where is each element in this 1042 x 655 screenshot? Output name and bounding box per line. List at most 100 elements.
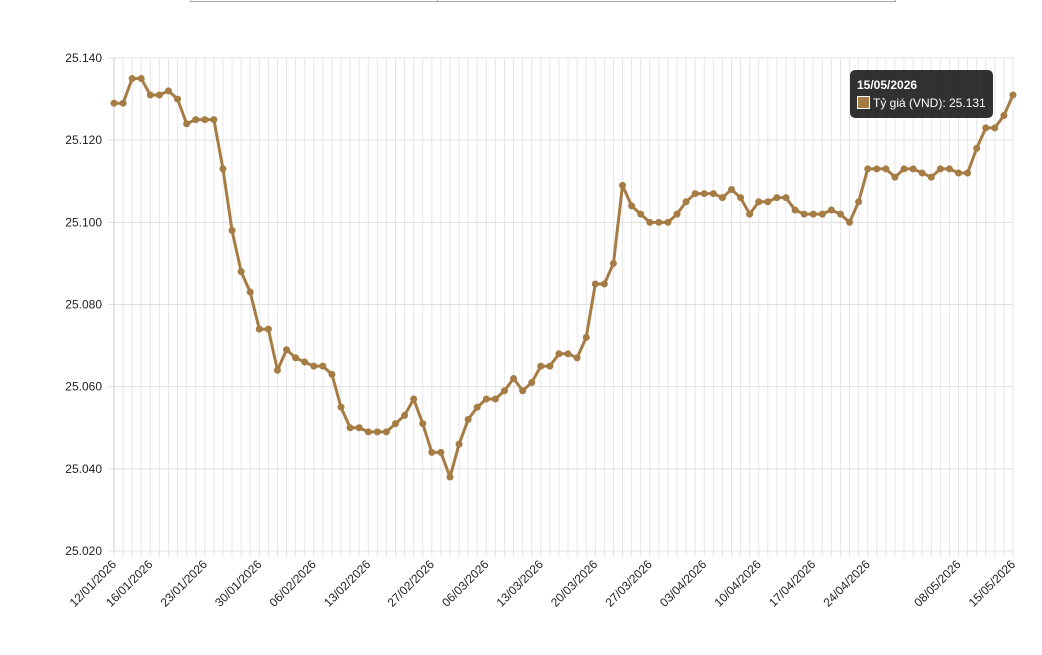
y-tick-label: 25.020 bbox=[65, 544, 102, 558]
point bbox=[564, 350, 572, 358]
point bbox=[873, 165, 881, 173]
point bbox=[283, 346, 291, 354]
point bbox=[800, 210, 808, 218]
x-tick-label: 27/02/2026 bbox=[385, 557, 438, 610]
point bbox=[573, 354, 581, 362]
point bbox=[301, 358, 309, 366]
point bbox=[546, 362, 554, 370]
x-tick-label: 13/03/2026 bbox=[494, 557, 547, 610]
tooltip-swatch bbox=[857, 96, 870, 109]
point bbox=[228, 227, 236, 235]
point bbox=[709, 190, 717, 198]
point bbox=[410, 395, 418, 403]
x-tick-label: 30/01/2026 bbox=[212, 557, 265, 610]
y-tick-label: 25.140 bbox=[65, 51, 102, 65]
point bbox=[664, 218, 672, 226]
point bbox=[392, 420, 400, 428]
point bbox=[973, 144, 981, 152]
top-controls bbox=[190, 0, 896, 2]
point bbox=[746, 210, 754, 218]
point bbox=[464, 416, 472, 424]
x-tick-label: 20/03/2026 bbox=[548, 557, 601, 610]
point bbox=[273, 366, 281, 374]
point bbox=[210, 116, 218, 124]
point bbox=[882, 165, 890, 173]
x-tick-label: 10/04/2026 bbox=[711, 557, 764, 610]
point bbox=[419, 420, 427, 428]
point bbox=[782, 194, 790, 202]
point bbox=[846, 218, 854, 226]
point bbox=[510, 374, 518, 382]
x-tick-label: 13/02/2026 bbox=[321, 557, 374, 610]
point bbox=[128, 75, 136, 83]
point bbox=[155, 91, 163, 99]
point bbox=[192, 116, 200, 124]
point bbox=[673, 210, 681, 218]
point bbox=[1000, 112, 1008, 120]
point bbox=[900, 165, 908, 173]
point bbox=[237, 268, 245, 276]
point bbox=[700, 190, 708, 198]
point bbox=[818, 210, 826, 218]
point bbox=[446, 473, 454, 481]
point bbox=[401, 411, 409, 419]
point bbox=[918, 169, 926, 177]
point bbox=[600, 280, 608, 288]
point bbox=[174, 95, 182, 103]
point bbox=[146, 91, 154, 99]
point bbox=[264, 325, 272, 333]
y-tick-label: 25.080 bbox=[65, 298, 102, 312]
point bbox=[855, 198, 863, 206]
point bbox=[137, 75, 145, 83]
point bbox=[455, 440, 463, 448]
point bbox=[219, 165, 227, 173]
point bbox=[864, 165, 872, 173]
tooltip-title: 15/05/2026 bbox=[857, 78, 918, 92]
point bbox=[637, 210, 645, 218]
point bbox=[482, 395, 490, 403]
point bbox=[246, 288, 254, 296]
x-tick-label: 06/02/2026 bbox=[267, 557, 320, 610]
point bbox=[528, 379, 536, 387]
point bbox=[328, 370, 336, 378]
point bbox=[936, 165, 944, 173]
point bbox=[346, 424, 354, 432]
x-tick-label: 08/05/2026 bbox=[911, 557, 964, 610]
point bbox=[737, 194, 745, 202]
tooltip: 15/05/2026 Tỷ giá (VND): 25.131 bbox=[850, 70, 993, 118]
point bbox=[691, 190, 699, 198]
point bbox=[619, 181, 627, 189]
point bbox=[718, 194, 726, 202]
point bbox=[655, 218, 663, 226]
x-tick-label: 24/04/2026 bbox=[820, 557, 873, 610]
point bbox=[364, 428, 372, 436]
point bbox=[519, 387, 527, 395]
point bbox=[491, 395, 499, 403]
point bbox=[628, 202, 636, 210]
point bbox=[982, 124, 990, 132]
point bbox=[255, 325, 263, 333]
point bbox=[582, 333, 590, 341]
point bbox=[791, 206, 799, 214]
y-tick-label: 25.100 bbox=[65, 215, 102, 229]
point bbox=[201, 116, 209, 124]
x-tick-label: 23/01/2026 bbox=[158, 557, 211, 610]
point bbox=[591, 280, 599, 288]
point bbox=[891, 173, 899, 181]
point bbox=[428, 448, 436, 456]
point bbox=[355, 424, 363, 432]
point bbox=[500, 387, 508, 395]
x-tick-label: 03/04/2026 bbox=[657, 557, 710, 610]
point bbox=[809, 210, 817, 218]
point bbox=[682, 198, 690, 206]
point bbox=[164, 87, 172, 95]
point bbox=[537, 362, 545, 370]
point bbox=[555, 350, 563, 358]
x-tick-label: 06/03/2026 bbox=[439, 557, 492, 610]
point bbox=[764, 198, 772, 206]
point bbox=[955, 169, 963, 177]
point bbox=[292, 354, 300, 362]
y-tick-label: 25.040 bbox=[65, 462, 102, 476]
